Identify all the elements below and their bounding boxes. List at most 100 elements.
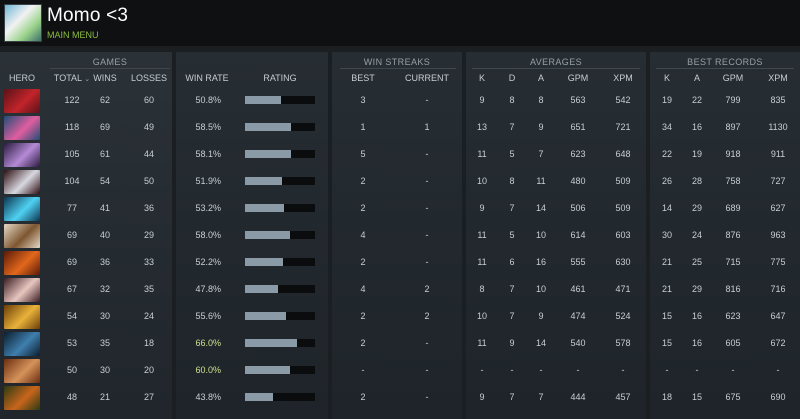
- cell-win-rate: 58.5%: [195, 122, 221, 132]
- main-menu-link[interactable]: MAIN MENU: [47, 30, 99, 40]
- cell-best-k: 22: [661, 149, 672, 159]
- cell-best-k: 21: [661, 257, 672, 267]
- cell-xpm: 471: [615, 284, 631, 294]
- hero-portrait-icon[interactable]: [4, 278, 40, 302]
- table-row[interactable]: 105 61 44 5 - 11 5 7 623 648 22 19 918 911 58.1%: [0, 141, 800, 169]
- rating-bar-fill: [245, 204, 284, 212]
- table-row[interactable]: 118 69 49 1 1 13 7 9 651 721 34 16 897 1130 58.5%: [0, 114, 800, 142]
- table-row[interactable]: 104 54 50 2 - 10 8 11 480 509 26 28 758 727 51.9%: [0, 168, 800, 196]
- cell-wins: 41: [99, 203, 110, 213]
- hero-portrait-icon[interactable]: [4, 170, 40, 194]
- table-row[interactable]: 54 30 24 2 2 10 7 9 474 524 15 16 623 647 55.6%: [0, 303, 800, 331]
- cell-best: 3: [360, 95, 366, 105]
- col-gpm[interactable]: GPM: [567, 73, 589, 83]
- hero-portrait-icon[interactable]: [4, 359, 40, 383]
- col-kills[interactable]: K: [478, 73, 485, 83]
- table-row[interactable]: 122 62 60 3 - 9 8 8 563 542 19 22 799 835 50.8%: [0, 87, 800, 115]
- group-averages: AVERAGES: [529, 57, 583, 67]
- col-win-rate[interactable]: WIN RATE: [185, 73, 229, 83]
- hero-portrait-icon[interactable]: [4, 332, 40, 356]
- rating-bar-fill: [245, 231, 290, 239]
- best-records-panel: [650, 52, 800, 419]
- table-row[interactable]: 50 30 20 - - - - - - - - - - - 60.0%: [0, 357, 800, 385]
- cell-total: 69: [66, 257, 77, 267]
- table-row[interactable]: 77 41 36 2 - 9 7 14 506 509 14 29 689 627 53.2%: [0, 195, 800, 223]
- cell-total: 48: [66, 392, 77, 402]
- cell-d: 7: [509, 203, 515, 213]
- rating-bar: [245, 123, 315, 131]
- col-hero[interactable]: HERO: [8, 73, 35, 83]
- cell-best-a: 24: [691, 230, 702, 240]
- cell-gpm: 623: [570, 149, 586, 159]
- cell-gpm: 444: [570, 392, 586, 402]
- col-rating[interactable]: RATING: [263, 73, 297, 83]
- cell-wins: 62: [99, 95, 110, 105]
- cell-current: -: [425, 338, 429, 348]
- cell-total: 67: [66, 284, 77, 294]
- cell-k: 11: [477, 149, 487, 159]
- col-best-xpm[interactable]: XPM: [768, 73, 788, 83]
- cell-total: 118: [64, 122, 80, 132]
- cell-best-gpm: 689: [725, 203, 741, 213]
- table-row[interactable]: 67 32 35 4 2 8 7 10 461 471 21 29 816 716 47.8%: [0, 276, 800, 304]
- cell-best-k: 30: [661, 230, 672, 240]
- hero-portrait-icon[interactable]: [4, 224, 40, 248]
- hero-portrait-icon[interactable]: [4, 89, 40, 113]
- cell-gpm: -: [576, 365, 580, 375]
- col-wins[interactable]: WINS: [93, 73, 117, 83]
- table-row[interactable]: 53 35 18 2 - 11 9 14 540 578 15 16 605 672 66.0%: [0, 330, 800, 358]
- cell-losses: 33: [143, 257, 154, 267]
- cell-current: -: [425, 176, 429, 186]
- cell-a: -: [539, 365, 543, 375]
- cell-k: 9: [479, 392, 485, 402]
- col-best-gpm[interactable]: GPM: [722, 73, 744, 83]
- cell-current: 1: [424, 122, 430, 132]
- hero-portrait-icon[interactable]: [4, 386, 40, 410]
- cell-a: 9: [538, 122, 544, 132]
- rating-bar-fill: [245, 177, 282, 185]
- cell-best-k: 14: [661, 203, 672, 213]
- cell-losses: 27: [143, 392, 154, 402]
- cell-best-a: 25: [691, 257, 702, 267]
- col-assists[interactable]: A: [537, 73, 544, 83]
- cell-best-a: 29: [691, 203, 702, 213]
- cell-best: 2: [360, 311, 366, 321]
- cell-best-gpm: 918: [725, 149, 741, 159]
- table-row[interactable]: 69 40 29 4 - 11 5 10 614 603 30 24 876 963 58.0%: [0, 222, 800, 250]
- hero-portrait-icon[interactable]: [4, 116, 40, 140]
- col-losses[interactable]: LOSSES: [130, 73, 168, 83]
- table-row[interactable]: 48 21 27 2 - 9 7 7 444 457 18 15 675 690 43.8%: [0, 384, 800, 412]
- cell-k: 11: [477, 230, 487, 240]
- cell-best-xpm: 1130: [768, 122, 788, 132]
- col-total[interactable]: TOTAL ⌄: [52, 73, 92, 83]
- col-current-streak[interactable]: CURRENT: [405, 73, 449, 83]
- cell-d: 6: [509, 257, 515, 267]
- table-row[interactable]: 69 36 33 2 - 11 6 16 555 630 21 25 715 775 52.2%: [0, 249, 800, 277]
- cell-wins: 21: [99, 392, 110, 402]
- cell-best-k: 15: [661, 338, 672, 348]
- col-best-streak[interactable]: BEST: [351, 73, 375, 83]
- col-best-assists[interactable]: A: [693, 73, 700, 83]
- cell-best: 2: [360, 257, 366, 267]
- cell-best-xpm: 835: [770, 95, 786, 105]
- cell-wins: 30: [99, 311, 110, 321]
- cell-best-a: 15: [691, 392, 702, 402]
- rating-bar: [245, 231, 315, 239]
- cell-losses: 18: [143, 338, 154, 348]
- player-avatar[interactable]: [4, 4, 42, 42]
- cell-gpm: 474: [570, 311, 586, 321]
- col-best-kills[interactable]: K: [663, 73, 670, 83]
- rating-bar: [245, 150, 315, 158]
- col-deaths[interactable]: D: [508, 73, 516, 83]
- rating-bar-fill: [245, 258, 283, 266]
- hero-portrait-icon[interactable]: [4, 305, 40, 329]
- cell-win-rate: 52.2%: [195, 257, 221, 267]
- col-xpm[interactable]: XPM: [613, 73, 633, 83]
- hero-portrait-icon[interactable]: [4, 197, 40, 221]
- hero-portrait-icon[interactable]: [4, 251, 40, 275]
- cell-xpm: 630: [615, 257, 631, 267]
- cell-a: 10: [535, 230, 546, 240]
- hero-portrait-icon[interactable]: [4, 143, 40, 167]
- cell-total: 53: [66, 338, 77, 348]
- cell-current: -: [425, 365, 429, 375]
